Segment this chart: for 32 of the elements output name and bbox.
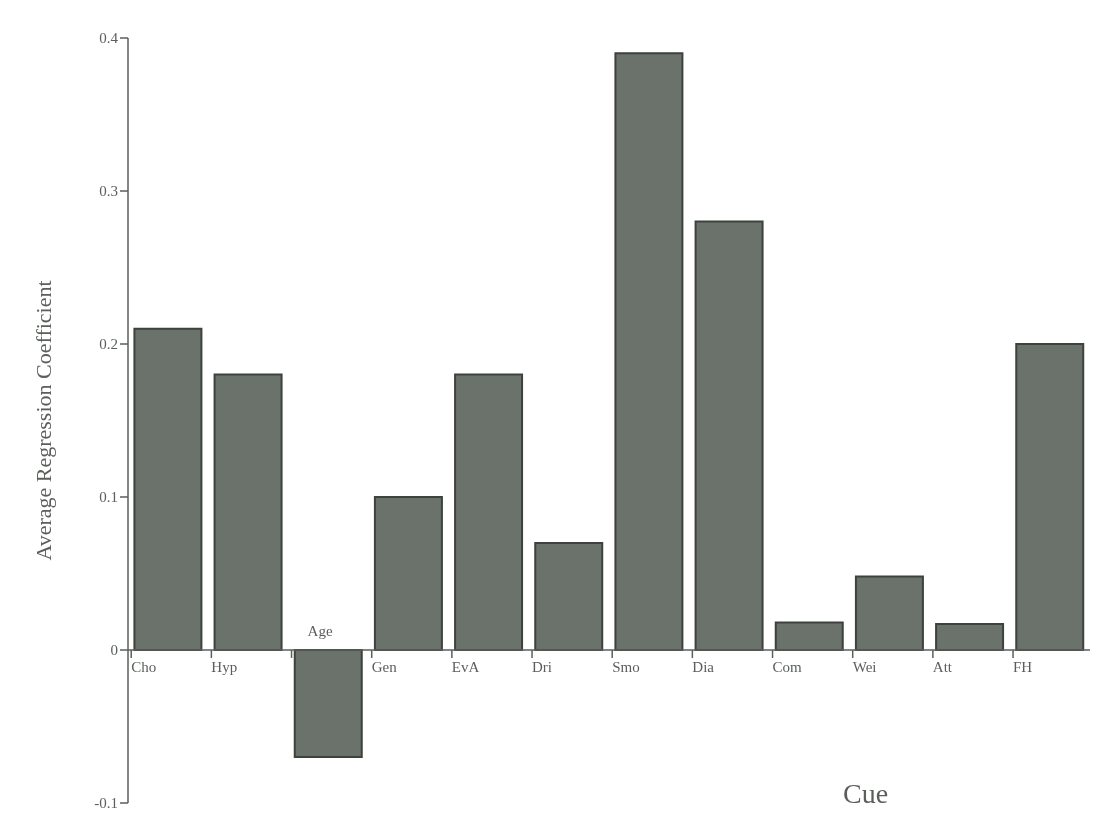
y-tick-label: 0 [110, 642, 118, 659]
bar [454, 373, 524, 651]
y-tick-label: 0.2 [99, 336, 118, 353]
x-tick-label: Age [307, 623, 333, 639]
y-tick-label: 0.3 [99, 183, 118, 200]
x-tick-label: Wei [852, 659, 877, 675]
x-tick-label: FH [1013, 659, 1033, 675]
bar [854, 575, 924, 651]
x-tick-label: Smo [612, 659, 640, 675]
bar [694, 220, 764, 651]
bar [774, 621, 844, 651]
bar [534, 541, 604, 651]
y-tick-label: -0.1 [94, 795, 118, 812]
x-tick-label: Hyp [211, 659, 238, 675]
bar [614, 52, 684, 651]
x-tick-label: Att [932, 659, 953, 675]
x-tick-label: Cho [131, 659, 157, 675]
x-tick-label: Dri [532, 659, 553, 675]
bar [935, 622, 1005, 651]
bar [213, 373, 283, 651]
x-tick-label: EvA [451, 659, 480, 675]
x-tick-label: Com [772, 659, 803, 675]
bar [293, 649, 363, 759]
y-axis-title: Average Regression Coefficient [30, 280, 56, 561]
bar [373, 496, 443, 651]
x-tick-label: Gen [371, 659, 398, 675]
x-axis-title: Cue [843, 778, 889, 810]
y-tick-label: 0.1 [99, 489, 118, 506]
x-tick-label: Dia [692, 659, 715, 675]
bar [1015, 343, 1085, 651]
y-tick-label: 0.4 [99, 30, 119, 47]
bar [133, 327, 203, 651]
